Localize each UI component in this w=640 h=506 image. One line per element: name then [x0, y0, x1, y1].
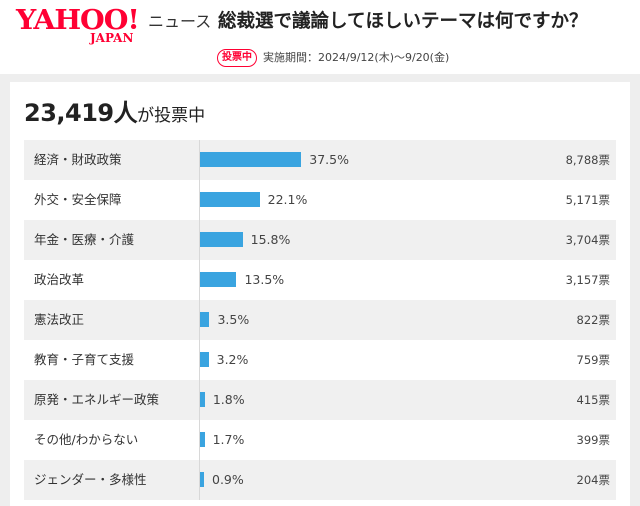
result-percentage: 3.5%: [217, 312, 250, 327]
yahoo-japan-logo[interactable]: YAHOO! JAPAN: [16, 6, 146, 46]
result-bar: [200, 432, 205, 447]
result-label: ジェンダー・多様性: [34, 472, 147, 487]
result-bar: [200, 392, 205, 407]
logo-japan-text: JAPAN: [90, 31, 134, 45]
result-bar: [200, 352, 209, 367]
total-votes-unit: 人: [113, 99, 138, 127]
logo-wordmark: YAHOO!: [16, 5, 140, 36]
result-vote-count: 8,788票: [565, 153, 610, 167]
result-vote-count: 3,157票: [565, 273, 610, 287]
news-service-label[interactable]: ニュース: [148, 12, 212, 31]
bar-axis-line: [199, 420, 200, 460]
result-row: 原発・エネルギー政策 1.8% 415票: [24, 380, 616, 420]
header: YAHOO! JAPAN ニュース 総裁選で議論してほしいテーマは何ですか？ 投…: [0, 0, 640, 74]
poll-title: 総裁選で議論してほしいテーマは何ですか？: [218, 11, 588, 32]
result-row: ジェンダー・多様性 0.9% 204票: [24, 460, 616, 500]
result-percentage: 0.9%: [212, 472, 244, 487]
result-vote-count: 822票: [576, 313, 610, 327]
result-bar: [200, 232, 243, 247]
result-percentage: 37.5%: [309, 152, 349, 167]
result-label: 憲法改正: [34, 312, 85, 327]
result-row: 外交・安全保障 22.1% 5,171票: [24, 180, 616, 220]
result-percentage: 3.2%: [216, 352, 249, 367]
result-label: 年金・医療・介護: [34, 232, 135, 247]
result-row: その他/わからない 1.7% 399票: [24, 420, 616, 460]
total-votes-suffix: が投票中: [137, 106, 206, 126]
result-label: 教育・子育て支援: [34, 352, 135, 367]
bar-axis-line: [199, 460, 200, 500]
result-vote-count: 204票: [576, 473, 610, 487]
poll-period: 実施期間：2024/9/12(木)〜9/20(金): [263, 51, 450, 64]
result-percentage: 15.8%: [250, 232, 291, 247]
bar-axis-line: [199, 260, 200, 300]
result-percentage: 1.8%: [212, 392, 245, 407]
status-badge: 投票中: [217, 49, 257, 67]
result-label: 外交・安全保障: [34, 192, 122, 207]
result-label: 経済・財政政策: [34, 152, 122, 167]
bar-axis-line: [199, 180, 200, 220]
result-vote-count: 759票: [576, 353, 610, 367]
result-bar: [200, 272, 237, 287]
result-vote-count: 3,704票: [565, 233, 610, 247]
bar-axis-line: [199, 300, 200, 340]
bar-axis-line: [199, 340, 200, 380]
result-percentage: 13.5%: [244, 272, 285, 287]
total-votes: 23,419人が投票中: [24, 98, 205, 131]
result-percentage: 22.1%: [267, 192, 308, 207]
result-row: 年金・医療・介護 15.8% 3,704票: [24, 220, 616, 260]
result-bar: [200, 192, 260, 207]
result-row: 政治改革 13.5% 3,157票: [24, 260, 616, 300]
result-bar: [200, 472, 204, 487]
result-row: 経済・財政政策 37.5% 8,788票: [24, 140, 616, 180]
result-label: 原発・エネルギー政策: [34, 392, 160, 407]
results-card: 23,419人が投票中 経済・財政政策 37.5% 8,788票外交・安全保障 22.…: [10, 82, 630, 506]
result-vote-count: 5,171票: [565, 193, 610, 207]
result-row: 教育・子育て支援 3.2% 759票: [24, 340, 616, 380]
result-vote-count: 399票: [576, 433, 610, 447]
bar-axis-line: [199, 220, 200, 260]
bar-axis-line: [199, 140, 200, 180]
result-bar: [200, 152, 302, 167]
bar-axis-line: [199, 380, 200, 420]
result-label: 政治改革: [34, 272, 85, 287]
result-vote-count: 415票: [576, 393, 610, 407]
total-votes-number: 23,419: [24, 99, 114, 127]
result-percentage: 1.7%: [212, 432, 245, 447]
result-label: その他/わからない: [34, 432, 139, 447]
result-bar: [200, 312, 210, 327]
result-row: 憲法改正 3.5% 822票: [24, 300, 616, 340]
